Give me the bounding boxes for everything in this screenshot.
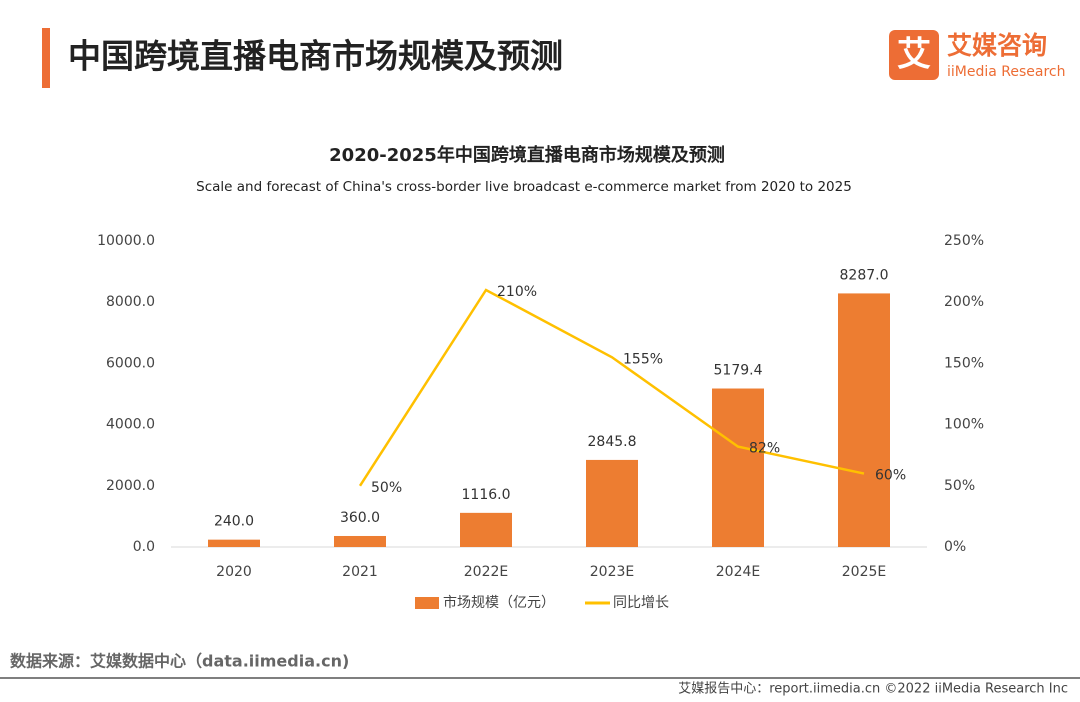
- y-tick-label: 4000.0: [106, 417, 155, 433]
- logo-sub: iiMedia Research: [947, 64, 1066, 80]
- y2-tick-label: 50%: [944, 478, 975, 494]
- credit: 艾媒报告中心：report.iimedia.cn ©2022 iiMedia R…: [678, 682, 1068, 697]
- line-value-label: 82%: [749, 441, 780, 457]
- y-tick-label: 10000.0: [97, 233, 155, 249]
- source: 数据来源：艾媒数据中心（data.iimedia.cn): [10, 652, 349, 671]
- bar: [460, 512, 512, 547]
- logo-box: [889, 30, 939, 80]
- bar: [712, 388, 764, 547]
- chart-title: 2020-2025年中国跨境直播电商市场规模及预测: [329, 144, 725, 166]
- line-value-label: 210%: [497, 284, 537, 300]
- page-title: 中国跨境直播电商市场规模及预测: [68, 37, 563, 76]
- y-tick-label: 2000.0: [106, 478, 155, 494]
- y2-tick-label: 200%: [944, 294, 984, 310]
- line-value-label: 50%: [371, 480, 402, 496]
- logo-name: 艾媒咨询: [947, 31, 1047, 60]
- x-tick-label: 2024E: [716, 564, 760, 580]
- title-accent: [42, 28, 50, 88]
- line-value-label: 155%: [623, 351, 663, 367]
- chart-subtitle: Scale and forecast of China's cross-bord…: [196, 179, 852, 195]
- legend-label: 同比增长: [613, 595, 669, 611]
- y2-tick-label: 0%: [944, 539, 966, 555]
- bar: [334, 535, 386, 547]
- bar-value-label: 2845.8: [588, 434, 637, 450]
- y-tick-label: 8000.0: [106, 294, 155, 310]
- y2-tick-label: 150%: [944, 355, 984, 371]
- line-value-label: 60%: [875, 468, 906, 484]
- line: [358, 288, 865, 487]
- bar: [208, 539, 260, 547]
- x-tick-label: 2023E: [590, 564, 634, 580]
- y2-tick-label: 250%: [944, 233, 984, 249]
- bar-value-label: 240.0: [214, 514, 254, 530]
- bar-value-label: 8287.0: [840, 267, 889, 283]
- y2-tick-label: 100%: [944, 417, 984, 433]
- bar: [586, 459, 638, 547]
- bar-value-label: 360.0: [340, 510, 380, 526]
- bar-value-label: 5179.4: [714, 363, 763, 379]
- bar: [838, 293, 890, 547]
- x-tick-label: 2020: [216, 564, 252, 580]
- x-tick-label: 2022E: [464, 564, 508, 580]
- logo-mark: 艾: [897, 35, 931, 75]
- legend-label: 市场规模（亿元）: [443, 594, 555, 611]
- y-tick-label: 0.0: [133, 539, 155, 555]
- x-tick-label: 2021: [342, 564, 378, 580]
- bar-value-label: 1116.0: [462, 487, 511, 503]
- legend-swatch: [415, 597, 439, 609]
- x-tick-label: 2025E: [842, 564, 886, 580]
- y-tick-label: 6000.0: [106, 355, 155, 371]
